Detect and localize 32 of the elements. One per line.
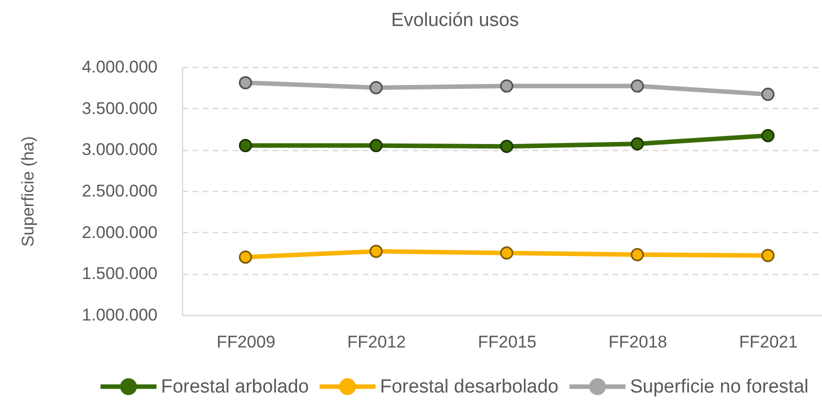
x-tick-label: FF2018 <box>608 332 668 352</box>
legend-label: Superficie no forestal <box>630 376 808 398</box>
point <box>369 244 383 258</box>
y-tick-label: 1.500.000 <box>82 264 158 284</box>
chart-title: Evolución usos <box>391 10 519 31</box>
x-tick-label: FF2012 <box>347 332 406 352</box>
y-tick-label: 4.000.000 <box>82 58 158 76</box>
legend-label: Forestal desarbolado <box>380 376 558 398</box>
y-tick-label: 2.500.000 <box>82 182 158 200</box>
y-tick-label: 3.000.000 <box>82 140 158 160</box>
y-axis-title: Superficie (ha) <box>18 136 38 247</box>
point <box>238 76 252 90</box>
point <box>238 138 252 152</box>
point <box>630 248 644 262</box>
x-tick-label: FF2021 <box>739 332 798 352</box>
point <box>500 140 514 153</box>
point <box>500 79 514 93</box>
point <box>238 250 252 264</box>
point <box>761 129 775 142</box>
point <box>369 81 383 94</box>
point <box>630 79 644 93</box>
point <box>761 248 775 262</box>
x-tick-label: FF2015 <box>478 332 536 352</box>
y-tick-label: 1.000.000 <box>82 306 158 324</box>
y-tick-label: 3.500.000 <box>82 98 158 118</box>
point <box>500 246 514 260</box>
legend-label: Forestal arbolado <box>161 376 309 398</box>
point <box>369 138 383 152</box>
point <box>630 137 644 150</box>
x-tick-label: FF2009 <box>216 332 276 352</box>
point <box>761 88 775 101</box>
y-tick-label: 2.000.000 <box>82 222 158 242</box>
